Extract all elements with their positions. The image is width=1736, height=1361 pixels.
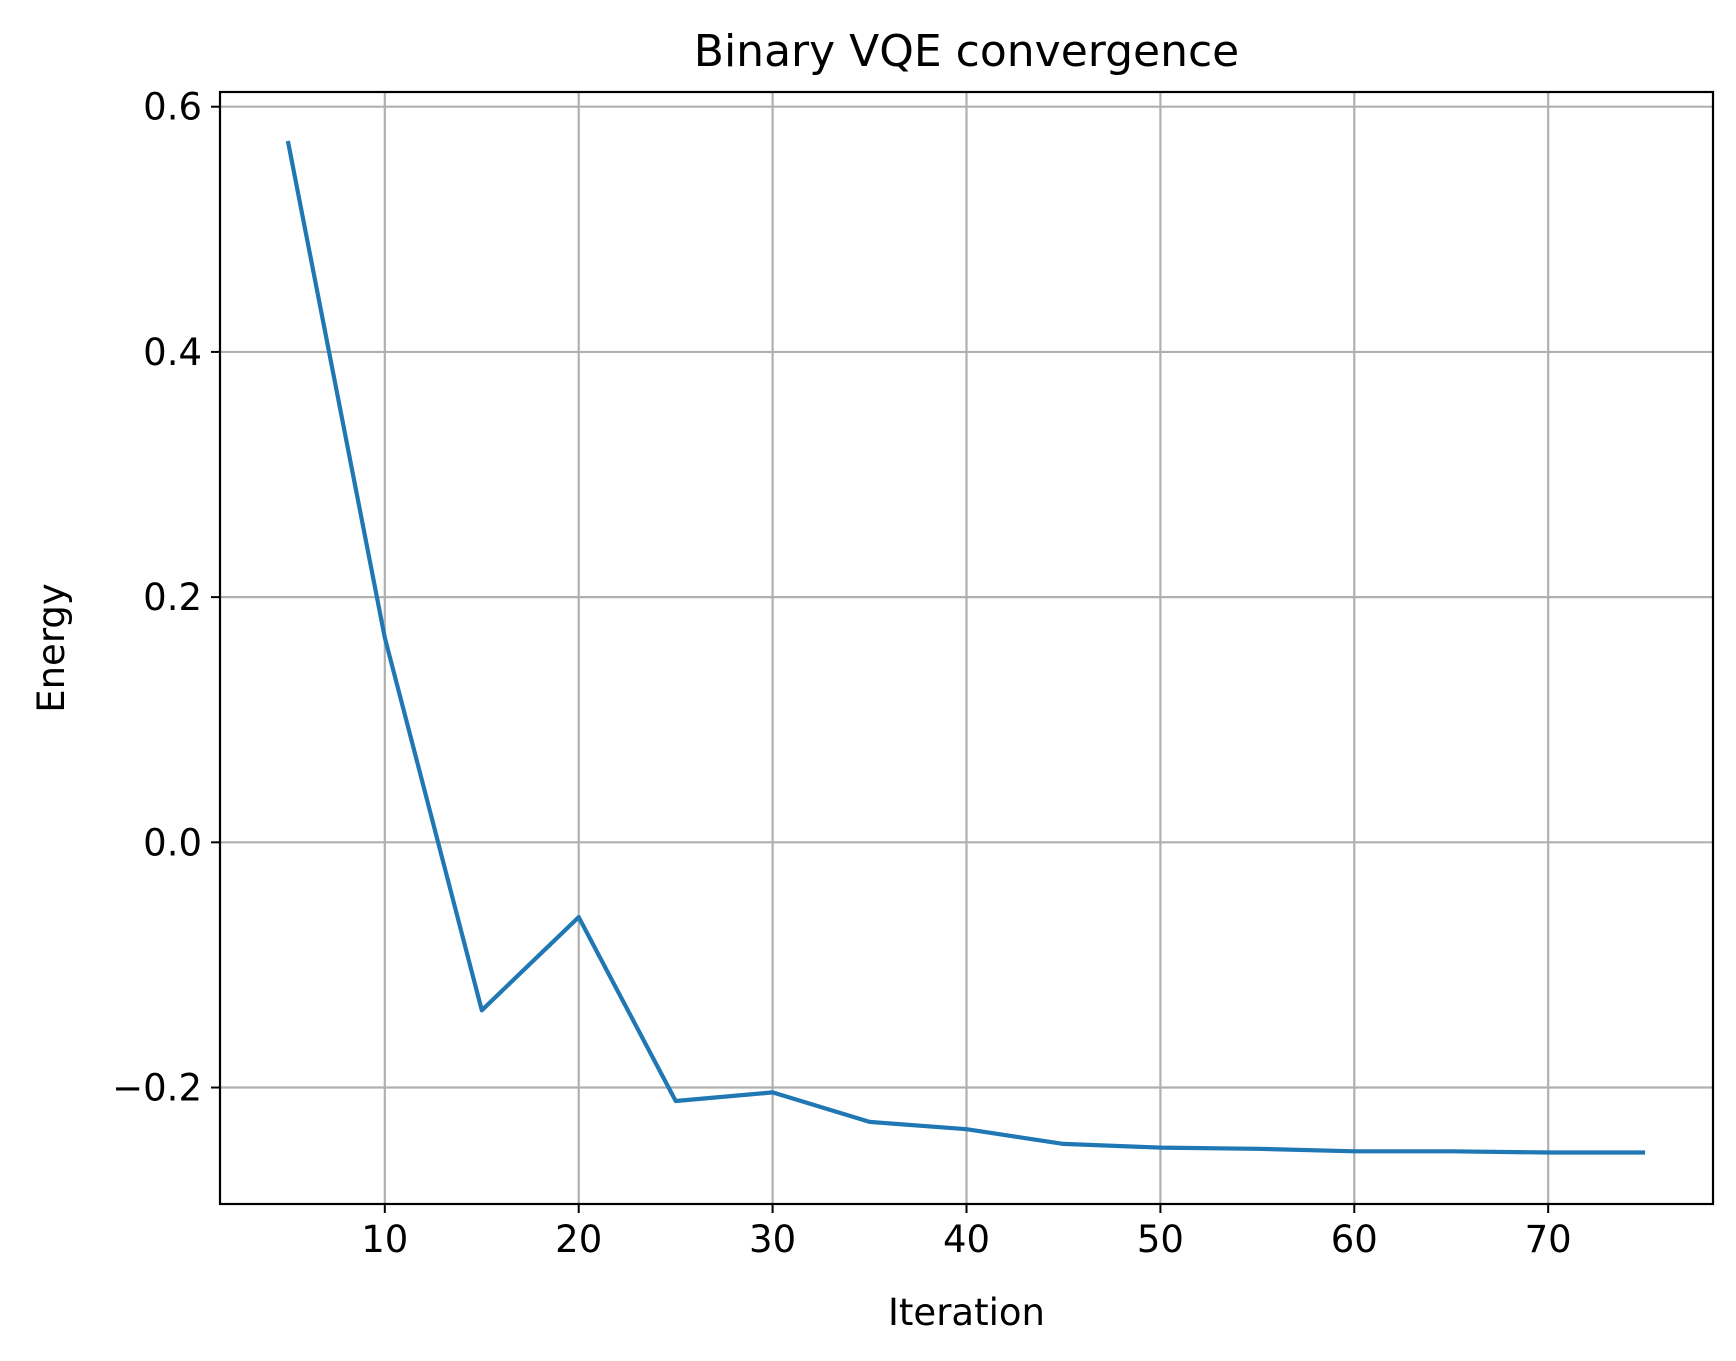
- x-tick-label: 40: [943, 1218, 990, 1261]
- x-tick-label: 70: [1525, 1218, 1572, 1261]
- y-axis-ticks: −0.2 0.0 0.2 0.4 0.6: [112, 86, 220, 1110]
- y-axis-label: Energy: [30, 583, 73, 713]
- y-tick-label: 0.4: [143, 331, 202, 374]
- x-tick-label: 50: [1137, 1218, 1184, 1261]
- series-line: [285, 140, 1646, 1155]
- chart-title: Binary VQE convergence: [694, 26, 1239, 77]
- series-layer: [285, 140, 1646, 1155]
- y-tick-label: 0.0: [143, 821, 202, 864]
- y-tick-label: 0.6: [143, 86, 202, 129]
- y-tick-label: −0.2: [112, 1067, 202, 1110]
- x-tick-label: 20: [555, 1218, 602, 1261]
- y-tick-label: 0.2: [143, 576, 202, 619]
- x-tick-label: 10: [361, 1218, 408, 1261]
- x-axis-label: Iteration: [888, 1291, 1045, 1334]
- x-tick-label: 30: [749, 1218, 796, 1261]
- x-axis-ticks: 10 20 30 40 50 60 70: [361, 1204, 1572, 1261]
- x-tick-label: 60: [1331, 1218, 1378, 1261]
- grid-lines: [220, 92, 1713, 1204]
